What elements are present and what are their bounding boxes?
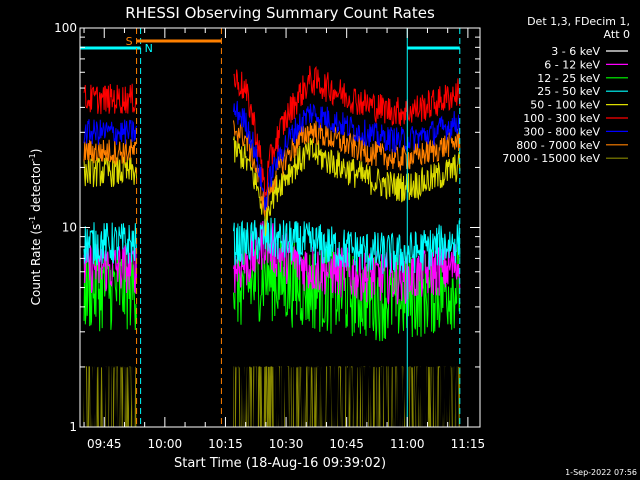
series-line-6-12-kev-seg2 xyxy=(233,220,461,305)
x-tick-label: 11:00 xyxy=(390,437,425,451)
series-line-6-12-kev-seg1 xyxy=(83,242,138,295)
legend-label-300-800-kev: 300 - 800 keV xyxy=(523,125,600,138)
plot-data xyxy=(83,65,461,428)
series-line-800-7000-kev-seg1 xyxy=(83,139,138,165)
y-tick-label: 1 xyxy=(69,420,77,434)
x-axis-label: Start Time (18-Aug-16 09:39:02) xyxy=(174,456,386,471)
legend-label-3-6-kev: 3 - 6 keV xyxy=(551,45,600,58)
night-label: N xyxy=(145,42,153,55)
x-tick-label: 10:30 xyxy=(269,437,304,451)
y-axis: 1 10 100 xyxy=(54,21,480,434)
series-line-300-800-kev-seg1 xyxy=(83,119,138,145)
legend-label-7000-15000-kev: 7000 - 15000 keV xyxy=(502,152,600,165)
generation-timestamp: 1-Sep-2022 07:56 xyxy=(565,468,637,477)
legend-label-800-7000-kev: 800 - 7000 keV xyxy=(516,139,600,152)
series-line-50-100-kev-seg2 xyxy=(233,136,461,237)
series-line-300-800-kev-seg2 xyxy=(233,100,461,211)
x-tick-label: 09:45 xyxy=(87,437,122,451)
chart-title: RHESSI Observing Summary Count Rates xyxy=(125,4,435,22)
legend-label-6-12-kev: 6 - 12 keV xyxy=(544,58,600,71)
x-axis: 09:45 10:00 10:15 10:30 10:45 11:00 11:15 xyxy=(83,28,486,451)
series-line-3-6-kev-seg2 xyxy=(233,247,461,428)
series-line-25-50-kev-seg1 xyxy=(83,222,138,266)
legend-title-line2: Att 0 xyxy=(604,28,630,41)
x-tick-label: 11:15 xyxy=(451,437,486,451)
y-axis-label: Count Rate (s-1 detector-1) xyxy=(28,149,43,306)
x-tick-label: 10:15 xyxy=(208,437,243,451)
saa-label: S xyxy=(126,35,133,48)
y-tick-label: 10 xyxy=(62,221,77,235)
annotations: NS xyxy=(80,28,461,427)
x-tick-label: 10:00 xyxy=(148,437,183,451)
x-tick-label: 10:45 xyxy=(329,437,364,451)
series-line-100-300-kev-seg2 xyxy=(233,65,461,198)
legend-label-50-100-kev: 50 - 100 keV xyxy=(530,99,600,112)
legend-label-12-25-kev: 12 - 25 keV xyxy=(537,72,600,85)
series-line-100-300-kev-seg1 xyxy=(83,83,138,115)
legend-title-line1: Det 1,3, FDecim 1, xyxy=(527,15,630,28)
series-line-25-50-kev-seg2 xyxy=(233,217,461,275)
y-tick-label: 100 xyxy=(54,21,77,35)
legend-label-25-50-kev: 25 - 50 keV xyxy=(537,85,600,98)
legend-label-100-300-kev: 100 - 300 keV xyxy=(523,112,600,125)
